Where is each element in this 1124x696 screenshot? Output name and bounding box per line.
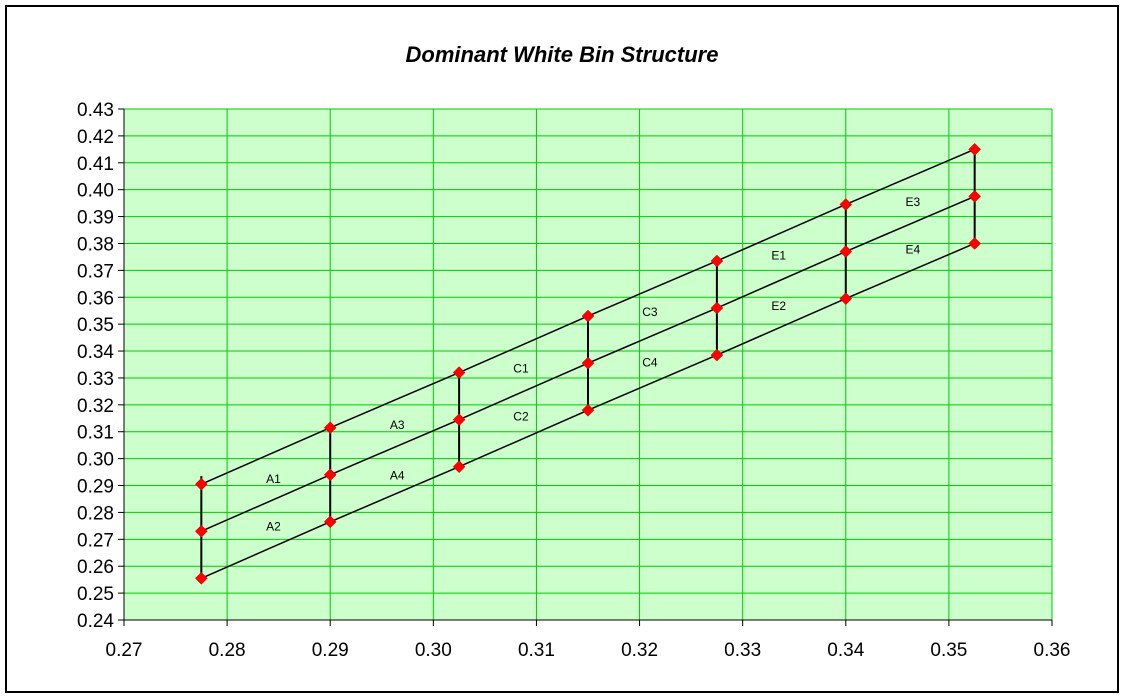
bin-label: A3 bbox=[390, 418, 405, 432]
y-tick-label: 0.32 bbox=[77, 396, 114, 417]
x-tick-label: 0.35 bbox=[930, 640, 967, 661]
data-point-marker bbox=[710, 348, 724, 362]
y-tick-label: 0.34 bbox=[77, 342, 114, 363]
y-tick-label: 0.40 bbox=[77, 181, 114, 202]
x-tick-label: 0.27 bbox=[106, 640, 143, 661]
bin-label: E3 bbox=[905, 195, 920, 209]
data-point-marker bbox=[452, 413, 466, 426]
bin-label: C3 bbox=[642, 305, 658, 319]
data-point-marker bbox=[194, 571, 208, 585]
bin-label: C1 bbox=[513, 362, 529, 376]
data-point-marker bbox=[968, 237, 982, 250]
data-point-marker bbox=[452, 460, 466, 474]
x-tick-label: 0.33 bbox=[724, 640, 761, 661]
x-tick-label: 0.31 bbox=[518, 640, 555, 661]
y-tick-label: 0.29 bbox=[77, 477, 114, 498]
chart-title: Dominant White Bin Structure bbox=[405, 42, 719, 67]
y-tick-label: 0.28 bbox=[77, 503, 114, 524]
y-tick-label: 0.39 bbox=[77, 208, 114, 229]
data-point-marker bbox=[581, 356, 595, 370]
y-tick-label: 0.41 bbox=[77, 154, 114, 175]
bin-label: A1 bbox=[266, 472, 281, 486]
x-tick-label: 0.29 bbox=[312, 640, 349, 661]
bin-label: A2 bbox=[266, 520, 281, 534]
data-point-marker bbox=[710, 254, 724, 268]
y-tick-label: 0.42 bbox=[77, 127, 114, 148]
y-tick-label: 0.35 bbox=[77, 315, 114, 336]
y-tick-label: 0.31 bbox=[77, 423, 114, 444]
bin-label: E2 bbox=[771, 299, 786, 313]
data-point-marker bbox=[323, 468, 337, 482]
bin-label: E1 bbox=[771, 249, 786, 263]
data-point-marker bbox=[839, 245, 853, 258]
x-tick-label: 0.34 bbox=[827, 640, 864, 661]
bin-label: A4 bbox=[390, 469, 405, 483]
x-tick-label: 0.28 bbox=[209, 640, 246, 661]
data-point-marker bbox=[968, 190, 982, 203]
data-point-marker bbox=[839, 292, 853, 305]
y-tick-label: 0.37 bbox=[77, 261, 114, 282]
y-tick-label: 0.27 bbox=[77, 530, 114, 551]
bin-label: C4 bbox=[642, 356, 658, 370]
data-point-marker bbox=[581, 309, 595, 323]
data-point-marker bbox=[839, 198, 853, 211]
y-tick-label: 0.24 bbox=[77, 611, 114, 632]
y-tick-label: 0.25 bbox=[77, 584, 114, 605]
data-point-marker bbox=[452, 366, 466, 379]
y-tick-label: 0.43 bbox=[77, 100, 114, 121]
x-tick-label: 0.32 bbox=[621, 640, 658, 661]
y-tick-label: 0.38 bbox=[77, 234, 114, 255]
data-point-marker bbox=[323, 421, 337, 435]
bin-label: C2 bbox=[513, 409, 529, 423]
x-tick-label: 0.30 bbox=[415, 640, 452, 661]
data-point-marker bbox=[194, 477, 208, 491]
y-tick-label: 0.26 bbox=[77, 557, 114, 578]
data-point-marker bbox=[194, 524, 208, 538]
data-point-marker bbox=[323, 515, 337, 529]
bin-label: E4 bbox=[905, 243, 920, 257]
y-tick-label: 0.30 bbox=[77, 450, 114, 471]
data-point-marker bbox=[710, 301, 724, 315]
y-tick-label: 0.36 bbox=[77, 288, 114, 309]
data-point-marker bbox=[968, 142, 982, 156]
y-tick-label: 0.33 bbox=[77, 369, 114, 390]
x-tick-label: 0.36 bbox=[1034, 640, 1071, 661]
data-point-marker bbox=[581, 403, 595, 417]
